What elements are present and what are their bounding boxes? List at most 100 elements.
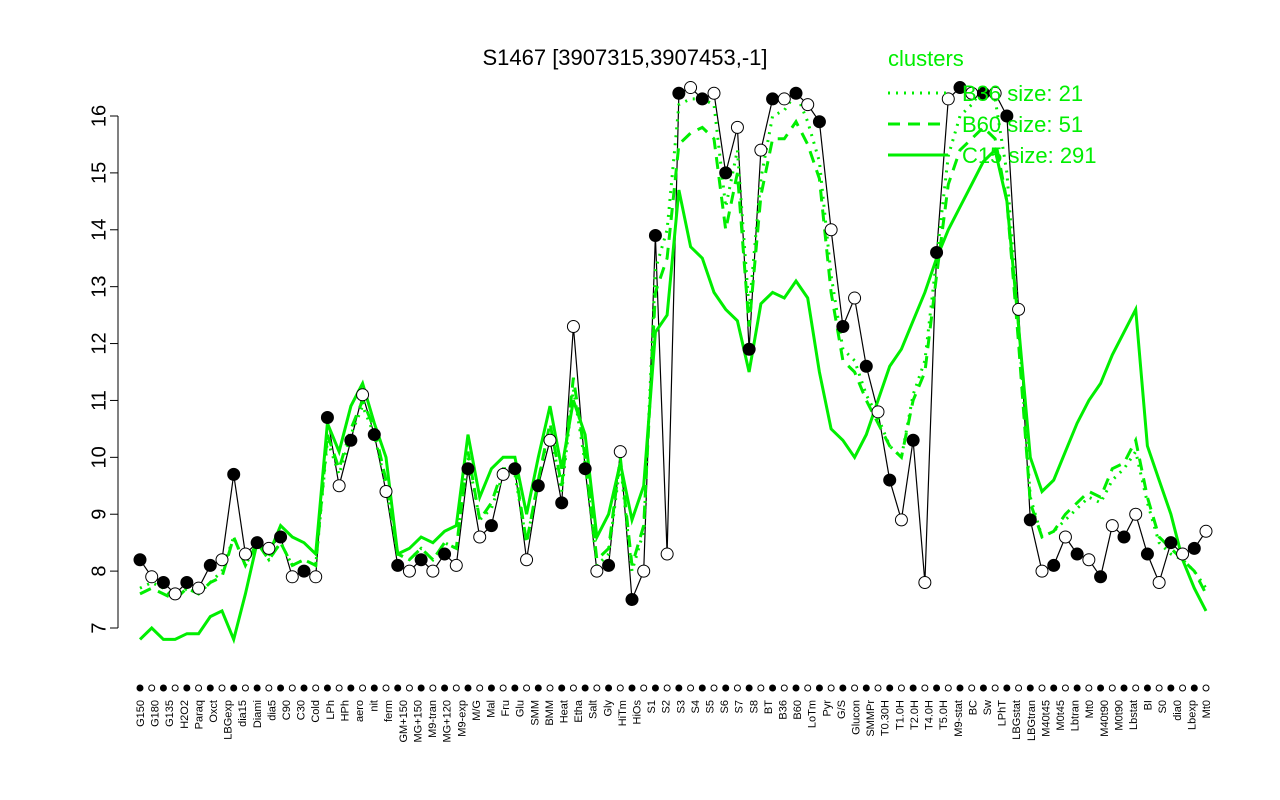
x-tick-marker xyxy=(230,684,238,692)
x-tick-marker xyxy=(195,684,203,692)
data-point xyxy=(555,496,569,510)
data-point xyxy=(1082,553,1096,567)
x-tick-marker xyxy=(675,684,683,692)
x-tick-label: SMMPr xyxy=(865,700,877,737)
data-point xyxy=(953,81,967,95)
y-tick-label: 9 xyxy=(88,509,110,520)
x-tick-marker xyxy=(956,684,964,692)
x-tick-label: C30 xyxy=(296,700,308,720)
x-tick-label: M9-tran xyxy=(427,700,439,738)
data-point xyxy=(543,433,557,447)
data-point xyxy=(215,553,229,567)
x-tick-label: G/S xyxy=(836,700,848,719)
x-tick-label: C90 xyxy=(281,700,293,720)
x-tick-marker xyxy=(265,684,273,692)
x-tick-marker xyxy=(581,684,589,692)
x-tick-marker xyxy=(499,684,507,692)
x-tick-marker xyxy=(558,684,566,692)
x-tick-label: S4 xyxy=(690,700,702,713)
x-tick-label: S8 xyxy=(748,700,760,713)
x-tick-label: GM+150 xyxy=(398,700,410,743)
x-tick-label: BI xyxy=(1143,700,1155,710)
x-tick-marker xyxy=(1026,684,1034,692)
x-tick-label: G180 xyxy=(150,700,162,727)
legend: clusters B36 size: 21 B60 size: 51 C15 s… xyxy=(888,46,1097,168)
data-point xyxy=(719,166,733,180)
x-tick-marker xyxy=(405,684,413,692)
x-tick-marker xyxy=(921,684,929,692)
x-tick-label: dia0 xyxy=(1172,700,1184,721)
x-tick-label: S6 xyxy=(719,700,731,713)
data-point xyxy=(648,228,662,242)
x-tick-label: M9-stat xyxy=(953,700,965,737)
data-point xyxy=(918,575,932,589)
x-tick-marker xyxy=(347,684,355,692)
data-point xyxy=(1117,530,1131,544)
data-point xyxy=(227,467,241,481)
data-point xyxy=(859,359,873,373)
x-tick-label: B60 xyxy=(792,700,804,720)
x-tick-label: HPh xyxy=(339,700,351,721)
x-tick-label: M40t90 xyxy=(1099,700,1111,737)
data-point xyxy=(906,433,920,447)
data-point xyxy=(742,342,756,356)
x-tick-label: M/G xyxy=(471,700,483,721)
x-tick-label: Salt xyxy=(588,700,600,719)
x-tick-label: dia5 xyxy=(266,700,278,721)
x-tick-marker xyxy=(523,684,531,692)
x-tick-marker xyxy=(1132,684,1140,692)
data-point xyxy=(262,541,276,555)
y-tick-label: 10 xyxy=(88,446,110,468)
data-point xyxy=(730,120,744,134)
x-tick-label: MG+120 xyxy=(442,700,454,743)
x-tick-label: T1.0H xyxy=(894,700,906,730)
x-axis: G150 G180 G135 H2O2 Paraq Oxct LBGexp dia15 Diam… xyxy=(135,684,1213,743)
data-point xyxy=(203,558,217,572)
data-point xyxy=(344,433,358,447)
data-point xyxy=(1199,524,1213,538)
x-tick-marker xyxy=(979,684,987,692)
x-tick-marker xyxy=(1202,684,1210,692)
x-tick-marker xyxy=(1155,684,1163,692)
data-point xyxy=(426,564,440,578)
x-tick-marker xyxy=(944,684,952,692)
y-axis: 7 8 9 10 11 12 13 14 15 16 xyxy=(88,105,119,634)
x-tick-marker xyxy=(745,684,753,692)
data-point xyxy=(238,547,252,561)
x-tick-marker xyxy=(335,684,343,692)
x-tick-marker xyxy=(722,684,730,692)
legend-entry-b36: B36 size: 21 xyxy=(962,81,1083,106)
x-tick-marker xyxy=(546,684,554,692)
y-tick-label: 14 xyxy=(88,219,110,241)
data-point xyxy=(1129,507,1143,521)
x-tick-label: H2O2 xyxy=(179,700,191,729)
x-tick-label: G150 xyxy=(135,700,147,727)
x-tick-marker xyxy=(1050,684,1058,692)
x-tick-marker xyxy=(159,684,167,692)
x-tick-marker xyxy=(148,684,156,692)
x-tick-marker xyxy=(991,684,999,692)
data-point xyxy=(1035,564,1049,578)
data-point xyxy=(941,92,955,106)
x-tick-marker xyxy=(651,684,659,692)
x-tick-marker xyxy=(663,684,671,692)
data-point xyxy=(684,81,698,95)
data-point xyxy=(894,513,908,527)
x-tick-label: Fru xyxy=(500,700,512,717)
x-tick-label: Etha xyxy=(573,699,585,723)
x-tick-label: Mal xyxy=(485,700,497,718)
data-point xyxy=(836,319,850,333)
data-point xyxy=(1164,536,1178,550)
x-tick-label: aero xyxy=(354,700,366,722)
x-tick-marker xyxy=(171,684,179,692)
data-point xyxy=(180,575,194,589)
x-tick-label: dia15 xyxy=(237,700,249,727)
x-tick-label: LBGtran xyxy=(1026,700,1038,741)
x-tick-label: Mt0 xyxy=(1201,700,1213,718)
data-point xyxy=(356,388,370,402)
x-tick-label: M0t45 xyxy=(1055,700,1067,731)
x-tick-label: Mt0 xyxy=(1084,700,1096,718)
x-tick-marker xyxy=(804,684,812,692)
data-point xyxy=(438,547,452,561)
